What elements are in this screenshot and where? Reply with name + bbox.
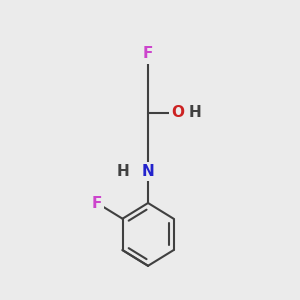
Text: F: F (92, 196, 102, 211)
Text: H: H (116, 164, 129, 179)
Text: H: H (189, 105, 202, 120)
Text: F: F (143, 46, 153, 61)
Text: N: N (142, 164, 154, 179)
Text: O: O (171, 105, 184, 120)
